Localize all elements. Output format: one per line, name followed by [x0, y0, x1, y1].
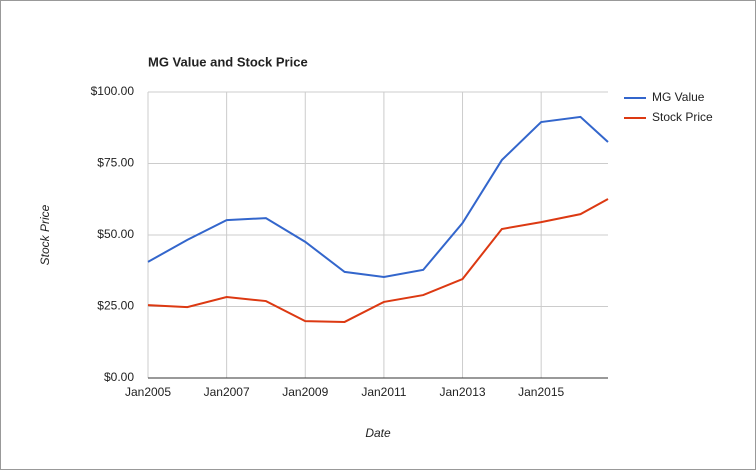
y-tick-label: $75.00 [97, 156, 134, 170]
x-tick-label: Jan2007 [204, 385, 250, 399]
y-tick-label: $25.00 [97, 299, 134, 313]
legend-label: Stock Price [652, 110, 713, 124]
series-line [147, 198, 609, 323]
y-tick-label: $50.00 [97, 227, 134, 241]
x-tick-label: Jan2013 [440, 385, 486, 399]
x-tick-label: Jan2011 [361, 385, 406, 399]
x-tick-label: Jan2015 [518, 385, 564, 399]
x-tick-label: Jan2005 [125, 385, 171, 399]
x-axis-label: Date [365, 426, 391, 440]
series-line [147, 115, 609, 279]
y-tick-label: $0.00 [104, 370, 134, 384]
x-tick-label: Jan2009 [282, 385, 328, 399]
y-axis-label: Stock Price [38, 204, 52, 265]
y-tick-label: $100.00 [91, 84, 135, 98]
chart-title: MG Value and Stock Price [148, 54, 308, 69]
legend-label: MG Value [652, 90, 705, 104]
